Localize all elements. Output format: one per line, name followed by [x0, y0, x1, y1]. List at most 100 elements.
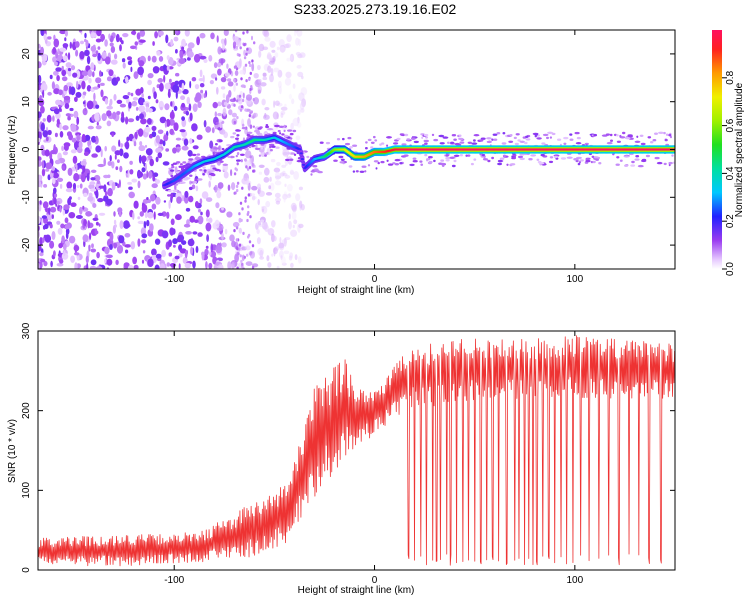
- noise-cell: [95, 104, 100, 109]
- ridge-halo-cell: [536, 158, 540, 161]
- noise-cell: [256, 237, 261, 245]
- ridge-halo-cell: [401, 143, 407, 146]
- ridge-halo-cell: [440, 159, 445, 162]
- noise-cell: [66, 82, 73, 88]
- noise-cell: [257, 64, 261, 71]
- noise-cell: [68, 212, 76, 219]
- noise-cell: [188, 195, 194, 203]
- noise-cell: [284, 103, 287, 108]
- noise-cell: [243, 56, 247, 60]
- noise-cell: [276, 265, 280, 269]
- noise-cell: [237, 247, 241, 251]
- noise-cell: [233, 229, 236, 233]
- noise-cell: [109, 42, 114, 47]
- ridge-halo-cell: [319, 141, 324, 144]
- ridge-halo-cell: [447, 141, 450, 144]
- noise-cell: [140, 118, 147, 125]
- ridge-halo-cell: [467, 141, 472, 144]
- noise-cell: [253, 41, 256, 45]
- ridge-halo-cell: [269, 149, 273, 152]
- noise-cell: [147, 79, 153, 86]
- noise-cell: [157, 129, 164, 135]
- noise-cell: [269, 176, 272, 182]
- ridge-halo-cell: [392, 162, 396, 165]
- ridge-halo-cell: [275, 146, 280, 149]
- noise-cell: [141, 204, 148, 213]
- noise-cell: [203, 120, 207, 128]
- ridge-halo-cell: [338, 155, 344, 159]
- ridge-halo-cell: [652, 139, 657, 142]
- ridge-halo-cell: [387, 163, 394, 166]
- noise-cell: [88, 244, 91, 252]
- noise-cell: [243, 43, 246, 47]
- noise-cell: [249, 63, 252, 68]
- ridge-halo-cell: [221, 147, 225, 151]
- noise-cell: [65, 62, 72, 68]
- noise-cell: [95, 50, 99, 55]
- noise-cell: [121, 111, 125, 119]
- y-tick-label: 300: [21, 322, 32, 339]
- noise-cell: [256, 221, 262, 226]
- noise-cell: [153, 91, 157, 100]
- noise-cell: [118, 211, 122, 217]
- snr-series-line: [38, 335, 675, 567]
- noise-cell: [266, 255, 270, 262]
- noise-cell: [168, 239, 172, 247]
- noise-cell: [157, 212, 164, 216]
- ridge-halo-cell: [654, 156, 660, 160]
- noise-cell: [111, 181, 116, 191]
- noise-cell: [47, 36, 52, 40]
- noise-cell: [163, 134, 169, 142]
- noise-cell: [163, 64, 167, 71]
- noise-cell: [220, 77, 227, 83]
- ridge-halo-cell: [542, 133, 549, 137]
- ridge-halo-cell: [283, 129, 286, 133]
- noise-cell: [110, 46, 116, 53]
- ridge-halo-cell: [267, 128, 274, 131]
- ridge-halo-cell: [440, 162, 445, 166]
- noise-cell: [141, 233, 148, 239]
- noise-cell: [63, 250, 66, 257]
- noise-cell: [130, 92, 134, 97]
- noise-cell: [180, 95, 186, 100]
- noise-cell: [163, 74, 166, 83]
- ridge-halo-cell: [518, 155, 523, 159]
- noise-cell: [248, 240, 252, 244]
- ridge-halo-cell: [345, 142, 350, 146]
- noise-cell: [95, 221, 99, 226]
- noise-cell: [118, 139, 121, 147]
- noise-cell: [49, 206, 57, 213]
- noise-cell: [240, 159, 243, 163]
- ridge-halo-cell: [453, 154, 460, 157]
- noise-cell: [153, 211, 156, 220]
- noise-cell: [205, 245, 209, 249]
- ridge-halo-cell: [635, 155, 640, 158]
- noise-cell: [60, 223, 65, 229]
- ridge-halo-cell: [487, 159, 491, 163]
- noise-cell: [42, 225, 46, 230]
- ridge-halo-cell: [641, 158, 647, 162]
- noise-cell: [69, 41, 73, 49]
- noise-cell: [147, 211, 154, 219]
- noise-cell: [50, 150, 57, 155]
- noise-cell: [205, 126, 212, 133]
- ridge-halo-cell: [433, 138, 439, 142]
- ridge-halo-cell: [663, 162, 667, 166]
- ridge-halo-cell: [289, 152, 296, 155]
- noise-cell: [286, 34, 292, 43]
- noise-cell: [236, 39, 242, 47]
- noise-cell: [251, 195, 256, 201]
- y-tick-label: -10: [21, 190, 32, 205]
- noise-cell: [62, 125, 69, 131]
- noise-cell: [255, 144, 258, 149]
- noise-cell: [161, 249, 167, 258]
- ridge-halo-cell: [624, 137, 631, 140]
- noise-cell: [94, 228, 98, 235]
- noise-cell: [67, 116, 71, 121]
- noise-cell: [103, 157, 106, 167]
- noise-cell: [61, 235, 65, 244]
- noise-cell: [224, 38, 227, 46]
- ridge-halo-cell: [519, 140, 525, 143]
- ridge-halo-cell: [373, 135, 376, 139]
- noise-cell: [276, 161, 281, 167]
